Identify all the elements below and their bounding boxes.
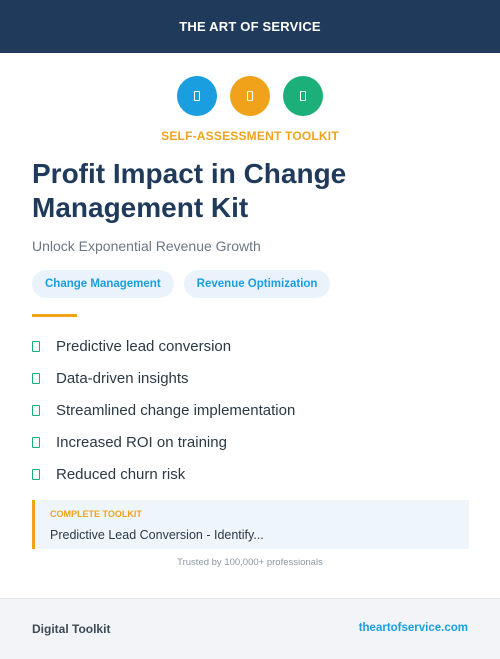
tag-list: Change Management Revenue Optimization <box>32 270 331 298</box>
feature-item: Predictive lead conversion <box>32 330 295 362</box>
feature-item: Data-driven insights <box>32 362 295 394</box>
green-glyph-icon <box>300 91 306 101</box>
feature-label: Reduced churn risk <box>56 465 186 483</box>
blue-badge-icon <box>177 76 217 116</box>
brand-title: THE ART OF SERVICE <box>179 19 321 34</box>
page-subtitle: Unlock Exponential Revenue Growth <box>32 238 261 254</box>
orange-glyph-icon <box>247 91 253 101</box>
feature-item: Increased ROI on training <box>32 426 295 458</box>
tag-change-management[interactable]: Change Management <box>32 270 174 298</box>
feature-item: Streamlined change implementation <box>32 394 295 426</box>
blue-glyph-icon <box>194 91 200 101</box>
footer-website-link[interactable]: theartofservice.com <box>358 622 468 634</box>
feature-label: Data-driven insights <box>56 369 189 387</box>
feature-item: Reduced churn risk <box>32 458 295 490</box>
feature-label: Increased ROI on training <box>56 433 227 451</box>
callout-text: Predictive Lead Conversion - Identify... <box>50 528 264 542</box>
tag-revenue-optimization[interactable]: Revenue Optimization <box>183 270 331 298</box>
check-icon <box>32 436 40 448</box>
check-icon <box>32 468 40 480</box>
accent-divider <box>32 314 77 317</box>
trust-note: Trusted by 100,000+ professionals <box>177 557 323 568</box>
icon-row <box>0 76 500 116</box>
page-title: Profit Impact in Change Management Kit <box>32 158 347 223</box>
orange-badge-icon <box>230 76 270 116</box>
feature-label: Streamlined change implementation <box>56 401 296 419</box>
toolkit-callout[interactable]: COMPLETE TOOLKIT Predictive Lead Convers… <box>32 500 469 549</box>
check-icon <box>32 372 40 384</box>
check-icon <box>32 404 40 416</box>
callout-kicker: COMPLETE TOOLKIT <box>50 509 142 519</box>
feature-list: Predictive lead conversion Data-driven i… <box>32 330 295 490</box>
feature-label: Predictive lead conversion <box>56 337 232 355</box>
footer: Digital Toolkit theartofservice.com <box>0 598 500 659</box>
toolkit-kicker: SELF-ASSESSMENT TOOLKIT <box>161 129 339 143</box>
footer-label: Digital Toolkit <box>32 622 111 636</box>
check-icon <box>32 340 40 352</box>
top-banner: THE ART OF SERVICE <box>0 0 500 53</box>
green-badge-icon <box>283 76 323 116</box>
